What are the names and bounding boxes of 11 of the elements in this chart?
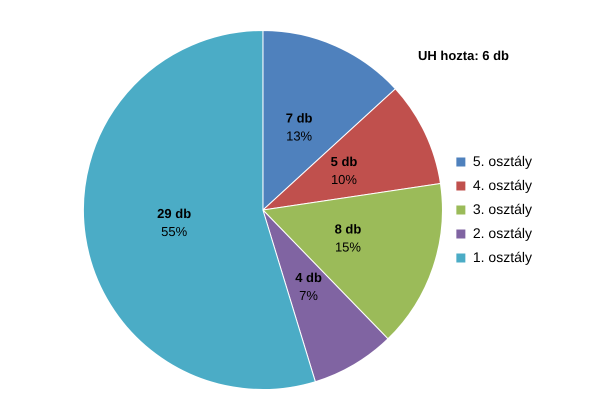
data-label: 8 db 15% [334,221,362,254]
text: UH hozta: 6 db [418,48,509,63]
data-label: 5 db 10% [330,154,358,187]
legend-label: 5. osztály [472,152,532,169]
legend-label: 1. osztály [472,248,532,265]
data-label: 7 db 13% [286,110,313,144]
legend-label: 4. osztály [472,176,532,193]
legend-label: 3. osztály [472,200,532,217]
data-label: 4 db 7% [295,270,322,303]
data-label: 29 db 55% [157,206,192,239]
legend-label: 2. osztály [472,224,532,241]
